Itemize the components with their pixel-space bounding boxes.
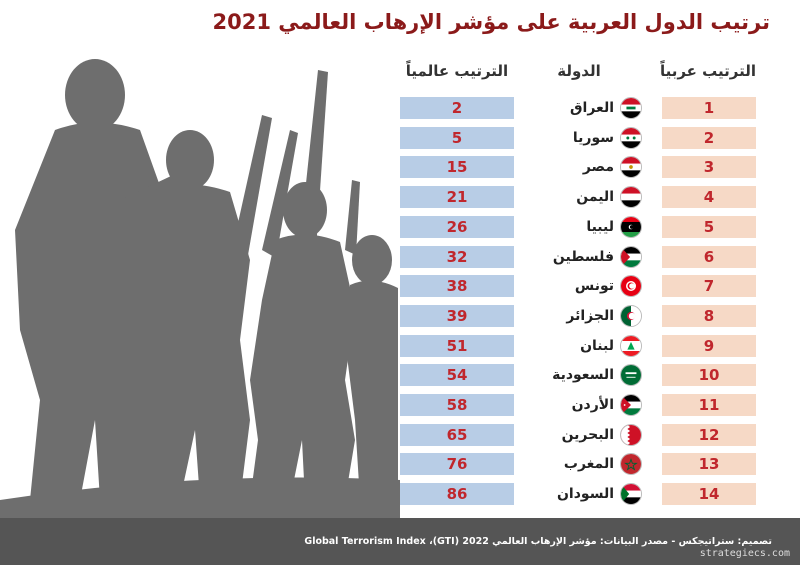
footer-band bbox=[0, 518, 800, 565]
global-rank-value: 58 bbox=[400, 394, 514, 416]
table-row: 21 اليمن 4 bbox=[400, 186, 756, 209]
global-rank-value: 2 bbox=[400, 97, 514, 119]
arab-rank-value: 14 bbox=[662, 483, 756, 506]
arab-rank-value: 12 bbox=[662, 423, 756, 446]
sudan-flag-icon bbox=[620, 483, 642, 506]
country-name: المغرب bbox=[563, 456, 614, 473]
global-rank-value: 21 bbox=[400, 186, 514, 209]
arab-rank-value: 10 bbox=[662, 364, 756, 387]
arab-rank-value: 3 bbox=[662, 156, 756, 179]
country-name: السعودية bbox=[552, 367, 614, 384]
bahrain-flag-icon bbox=[620, 423, 642, 446]
algeria-flag-icon bbox=[620, 304, 642, 327]
country-name: تونس bbox=[574, 278, 614, 295]
table-row: 39 الجزائر 8 bbox=[400, 304, 756, 327]
saudi-flag-icon bbox=[620, 364, 642, 387]
table-row: 32 فلسطين 6 bbox=[400, 245, 756, 268]
arab-rank-header: الترتيب عربياً bbox=[659, 62, 756, 80]
country-cell: السعودية bbox=[518, 364, 642, 387]
global-rank-value: 76 bbox=[400, 453, 514, 476]
country-cell: العراق bbox=[518, 97, 642, 119]
chart-title: ترتيب الدول العربية على مؤشر الإرهاب الع… bbox=[212, 10, 770, 34]
global-rank-value: 5 bbox=[400, 126, 514, 149]
table-row: 2 العراق 1 bbox=[400, 97, 756, 119]
tunisia-flag-icon bbox=[620, 275, 642, 298]
country-cell: تونس bbox=[518, 275, 642, 298]
country-name: الجزائر bbox=[566, 307, 614, 324]
table-row: 15 مصر 3 bbox=[400, 156, 756, 179]
global-rank-value: 51 bbox=[400, 334, 514, 357]
global-rank-value: 38 bbox=[400, 275, 514, 298]
global-rank-value: 65 bbox=[400, 423, 514, 446]
arab-rank-value: 9 bbox=[662, 334, 756, 357]
table-row: 26 ليبيا 5 bbox=[400, 215, 756, 238]
global-rank-value: 32 bbox=[400, 245, 514, 268]
arab-rank-value: 7 bbox=[662, 275, 756, 298]
country-name: السودان bbox=[556, 486, 614, 503]
country-name: الأردن bbox=[571, 397, 614, 413]
global-rank-value: 86 bbox=[400, 483, 514, 506]
country-name: سوريا bbox=[572, 129, 614, 146]
country-cell: السودان bbox=[518, 483, 642, 506]
global-rank-header: الترتيب عالمياً bbox=[405, 62, 509, 80]
arab-rank-value: 8 bbox=[662, 304, 756, 327]
jordan-flag-icon bbox=[620, 394, 642, 416]
table-row: 54 السعودية 10 bbox=[400, 364, 756, 387]
global-rank-value: 39 bbox=[400, 304, 514, 327]
table-row: 86 السودان 14 bbox=[400, 483, 756, 506]
global-rank-value: 26 bbox=[400, 215, 514, 238]
country-cell: البحرين bbox=[518, 423, 642, 446]
country-cell: لبنان bbox=[518, 334, 642, 357]
arab-rank-value: 2 bbox=[662, 126, 756, 149]
table-row: 58 الأردن 11 bbox=[400, 394, 756, 416]
syria-flag-icon bbox=[620, 126, 642, 149]
arab-rank-value: 13 bbox=[662, 453, 756, 476]
table-row: 51 لبنان 9 bbox=[400, 334, 756, 357]
country-cell: اليمن bbox=[518, 186, 642, 209]
arab-rank-value: 5 bbox=[662, 215, 756, 238]
country-cell: المغرب bbox=[518, 453, 642, 476]
iraq-flag-icon bbox=[620, 97, 642, 119]
global-rank-value: 15 bbox=[400, 156, 514, 179]
country-name: مصر bbox=[582, 159, 614, 176]
yemen-flag-icon bbox=[620, 186, 642, 209]
country-cell: سوريا bbox=[518, 126, 642, 149]
table-row: 65 البحرين 12 bbox=[400, 423, 756, 446]
country-name: اليمن bbox=[576, 189, 614, 206]
arab-rank-value: 6 bbox=[662, 245, 756, 268]
country-cell: فلسطين bbox=[518, 245, 642, 268]
country-name: العراق bbox=[570, 100, 614, 116]
country-name: لبنان bbox=[580, 337, 614, 354]
table-row: 38 تونس 7 bbox=[400, 275, 756, 298]
country-cell: ليبيا bbox=[518, 215, 642, 238]
libya-flag-icon bbox=[620, 215, 642, 238]
footer-site: strategiecs.com bbox=[699, 548, 790, 559]
country-cell: الأردن bbox=[518, 394, 642, 416]
morocco-flag-icon bbox=[620, 453, 642, 476]
arab-rank-value: 1 bbox=[662, 97, 756, 119]
egypt-flag-icon bbox=[620, 156, 642, 179]
country-header: الدولة bbox=[557, 62, 601, 80]
lebanon-flag-icon bbox=[620, 334, 642, 357]
country-name: ليبيا bbox=[586, 218, 614, 235]
arab-rank-value: 4 bbox=[662, 186, 756, 209]
footer-source: تصميم: ستراتيجكس - مصدر البيانات: مؤشر ا… bbox=[304, 536, 772, 547]
table-row: 76 المغرب 13 bbox=[400, 453, 756, 476]
country-cell: مصر bbox=[518, 156, 642, 179]
palestine-flag-icon bbox=[620, 245, 642, 268]
country-name: البحرين bbox=[561, 426, 614, 443]
global-rank-value: 54 bbox=[400, 364, 514, 387]
country-name: فلسطين bbox=[552, 248, 614, 265]
arab-rank-value: 11 bbox=[662, 394, 756, 416]
table-row: 5 سوريا 2 bbox=[400, 126, 756, 149]
country-cell: الجزائر bbox=[518, 304, 642, 327]
